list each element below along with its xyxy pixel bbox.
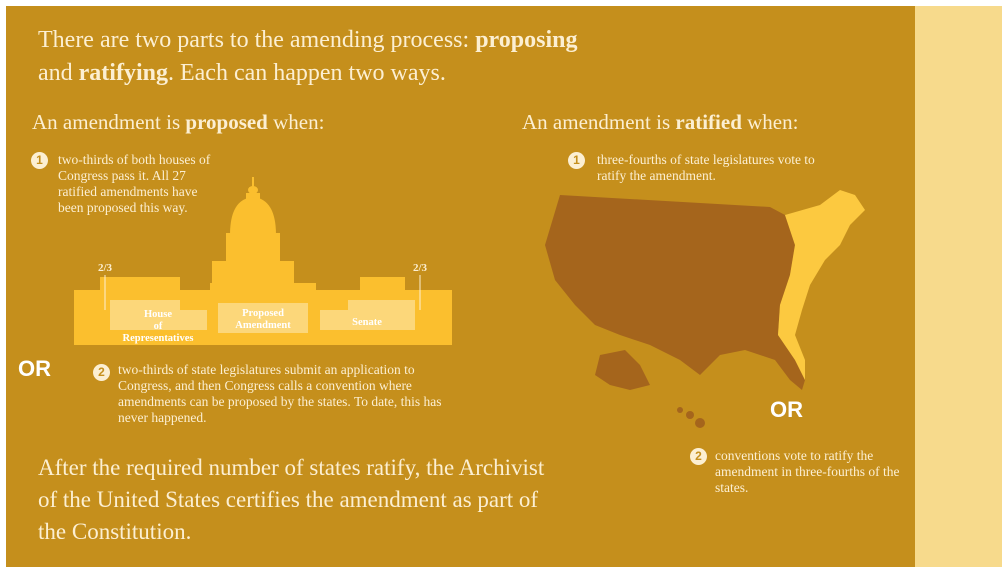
step-number: 1 [568,152,585,169]
heading-text: An amendment is [32,110,186,134]
heading-bold: proposed [185,110,268,134]
fraction-label: 2/3 [98,262,113,274]
step-text: conventions vote to ratify the amendment… [715,448,900,495]
intro-bold: proposing [475,27,578,53]
intro-bold: ratifying [78,60,168,86]
heading-bold: ratified [675,110,742,134]
label-line: Proposed [242,308,284,319]
step-text: two-thirds of both houses of Congress pa… [58,152,211,215]
intro: There are two parts to the amending proc… [38,24,738,90]
step-number: 1 [31,152,48,169]
fraction-label: 2/3 [413,262,428,274]
label-line: Amendment [235,320,291,331]
heading-text: when: [267,110,325,134]
heading-text: when: [741,110,799,134]
side-strip [915,6,1002,567]
center-label: Proposed Amendment [235,308,291,331]
or-label: OR [770,397,803,422]
intro-text: and [38,60,79,86]
label-line: Representatives [123,333,194,344]
proposed-heading: An amendment is proposed when: [32,110,324,135]
label-line: of [154,321,163,332]
house-label: House of Representatives [123,309,194,344]
conclusion: After the required number of states rati… [38,455,545,544]
ratified-heading: An amendment is ratified when: [522,110,798,135]
us-map [545,190,865,428]
step-text: three-fourths of state legislatures vote… [597,152,815,183]
label-line: House [144,309,172,320]
intro-text: . Each can happen two ways. [167,60,446,86]
or-label: OR [18,356,51,381]
step-text: two-thirds of state legislatures submit … [118,362,442,425]
senate-label: Senate [352,317,382,328]
step-number: 2 [93,364,110,381]
heading-text: An amendment is [522,110,676,134]
capitol-diagram: 2/3 2/3 House of Representatives Proposed A… [74,177,452,345]
intro-text: There are two parts to the amending proc… [38,27,476,53]
step-number: 2 [690,448,707,465]
